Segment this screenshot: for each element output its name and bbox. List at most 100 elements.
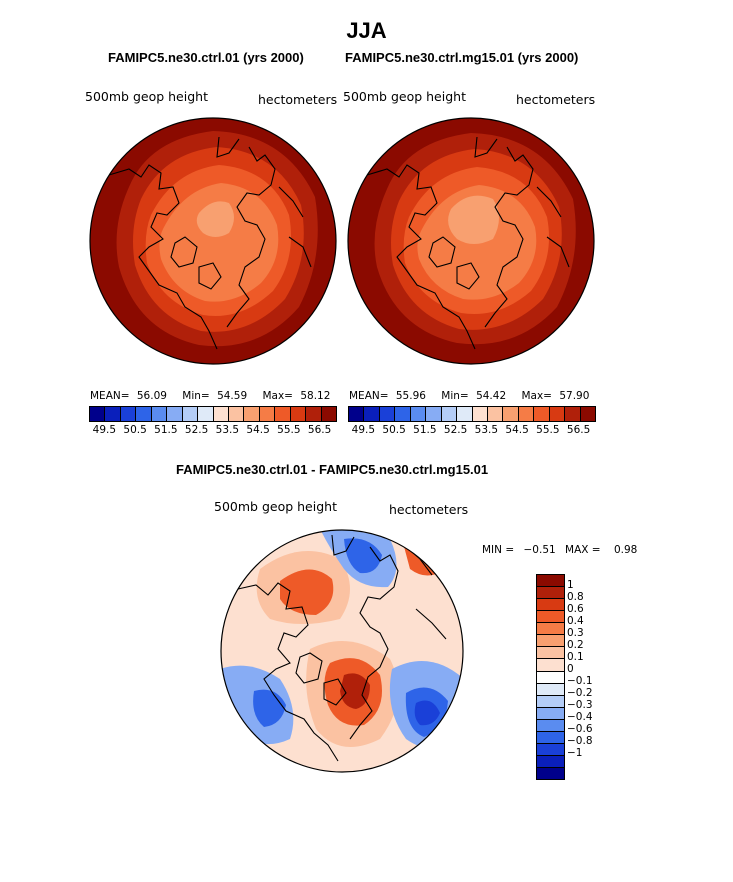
colorbar-tick-label: 49.5 bbox=[351, 424, 376, 436]
panel-1-colorbar bbox=[89, 406, 337, 422]
panel-2-mean-value: 55.96 bbox=[395, 390, 426, 402]
diff-colorbar bbox=[536, 574, 565, 780]
colorbar-tick-label: 51.5 bbox=[413, 424, 437, 436]
colorbar-tick-label: 0.8 bbox=[567, 591, 584, 603]
panel-2-mean-label: MEAN= bbox=[349, 390, 389, 402]
diff-min-value: −0.51 bbox=[523, 544, 556, 556]
colorbar-swatch bbox=[212, 407, 228, 421]
panel-1-mean-value: 56.09 bbox=[136, 390, 167, 402]
colorbar-swatch bbox=[456, 407, 472, 421]
colorbar-swatch bbox=[320, 407, 336, 421]
colorbar-swatch bbox=[564, 407, 580, 421]
colorbar-tick-label: −1 bbox=[567, 747, 583, 759]
colorbar-swatch bbox=[119, 407, 136, 421]
colorbar-swatch bbox=[274, 407, 290, 421]
colorbar-swatch bbox=[150, 407, 167, 421]
colorbar-swatch bbox=[227, 407, 244, 421]
colorbar-tick-label: 0 bbox=[567, 663, 574, 675]
colorbar-swatch bbox=[537, 598, 564, 611]
panel-2-map bbox=[347, 117, 595, 365]
colorbar-swatch bbox=[243, 407, 259, 421]
diff-max-value: 0.98 bbox=[613, 544, 638, 556]
colorbar-swatch bbox=[537, 670, 564, 683]
colorbar-tick-label: 53.5 bbox=[215, 424, 240, 436]
colorbar-tick-label: 53.5 bbox=[474, 424, 499, 436]
diff-units: hectometers bbox=[389, 502, 469, 517]
colorbar-swatch bbox=[537, 754, 564, 767]
colorbar-tick-label: 56.5 bbox=[566, 424, 591, 436]
colorbar-tick-label: 50.5 bbox=[382, 424, 406, 436]
colorbar-swatch bbox=[197, 407, 213, 421]
colorbar-tick-label: −0.4 bbox=[567, 711, 593, 723]
colorbar-swatch bbox=[289, 407, 306, 421]
colorbar-tick-label: 54.5 bbox=[246, 424, 270, 436]
panel-1-units: hectometers bbox=[258, 92, 338, 107]
colorbar-swatch bbox=[537, 658, 564, 671]
colorbar-swatch bbox=[181, 407, 198, 421]
colorbar-tick-label: −0.2 bbox=[567, 687, 593, 699]
colorbar-swatch bbox=[537, 622, 564, 635]
panel-1-variable: 500mb geop height bbox=[85, 89, 208, 104]
panel-2-variable: 500mb geop height bbox=[343, 89, 466, 104]
colorbar-swatch bbox=[548, 407, 565, 421]
panel-1-title: FAMIPC5.ne30.ctrl.01 (yrs 2000) bbox=[108, 50, 304, 65]
colorbar-swatch bbox=[537, 730, 564, 743]
diff-max-label: MAX = bbox=[565, 544, 601, 556]
colorbar-swatch bbox=[537, 682, 564, 695]
colorbar-tick-label: 0.4 bbox=[567, 615, 584, 627]
colorbar-tick-label: 0.3 bbox=[567, 627, 584, 639]
colorbar-swatch bbox=[378, 407, 395, 421]
colorbar-swatch bbox=[425, 407, 441, 421]
colorbar-swatch bbox=[502, 407, 518, 421]
colorbar-swatch bbox=[440, 407, 457, 421]
colorbar-swatch bbox=[166, 407, 182, 421]
panel-2-max-value: 57.90 bbox=[559, 390, 590, 402]
panel-2-colorbar bbox=[348, 406, 596, 422]
panel-1-max-label: Max= bbox=[262, 390, 293, 402]
colorbar-tick-label: −0.8 bbox=[567, 735, 593, 747]
colorbar-tick-label: 52.5 bbox=[184, 424, 209, 436]
colorbar-swatch bbox=[409, 407, 426, 421]
panel-2-min-value: 54.42 bbox=[476, 390, 507, 402]
diff-colorbar-ticks: 1 0.8 0.6 0.4 0.3 0.2 0.1 0 −0.1 −0.2 −0.3 −0.4 −0.6… bbox=[567, 574, 627, 778]
panel-1-max-value: 58.12 bbox=[300, 390, 331, 402]
colorbar-swatch bbox=[537, 718, 564, 731]
colorbar-swatch bbox=[537, 694, 564, 707]
panel-1-min-value: 54.59 bbox=[217, 390, 248, 402]
colorbar-swatch bbox=[486, 407, 503, 421]
colorbar-swatch bbox=[517, 407, 534, 421]
colorbar-tick-label: 56.5 bbox=[307, 424, 332, 436]
colorbar-swatch bbox=[471, 407, 487, 421]
colorbar-swatch bbox=[305, 407, 321, 421]
colorbar-tick-label: 51.5 bbox=[154, 424, 178, 436]
colorbar-swatch bbox=[90, 407, 105, 421]
colorbar-tick-label: 52.5 bbox=[443, 424, 468, 436]
colorbar-swatch bbox=[537, 634, 564, 647]
colorbar-tick-label: 55.5 bbox=[277, 424, 301, 436]
colorbar-tick-label: 1 bbox=[567, 579, 574, 591]
colorbar-swatch bbox=[537, 575, 564, 587]
diff-min-label: MIN = bbox=[482, 544, 515, 556]
colorbar-tick-label: 0.6 bbox=[567, 603, 584, 615]
diff-map bbox=[220, 529, 464, 773]
panel-2-colorbar-ticks: 49.5 50.5 51.5 52.5 53.5 54.5 55.5 56.5 bbox=[348, 424, 594, 438]
panel-1-min-label: Min= bbox=[182, 390, 210, 402]
panel-1-colorbar-ticks: 49.5 50.5 51.5 52.5 53.5 54.5 55.5 56.5 bbox=[89, 424, 335, 438]
colorbar-tick-label: 0.2 bbox=[567, 639, 584, 651]
panel-2-max-label: Max= bbox=[521, 390, 552, 402]
colorbar-swatch bbox=[135, 407, 151, 421]
colorbar-swatch bbox=[394, 407, 410, 421]
colorbar-tick-label: −0.3 bbox=[567, 699, 593, 711]
colorbar-swatch bbox=[537, 646, 564, 659]
colorbar-tick-label: 55.5 bbox=[536, 424, 560, 436]
colorbar-swatch bbox=[104, 407, 120, 421]
panel-2-units: hectometers bbox=[516, 92, 596, 107]
colorbar-tick-label: −0.6 bbox=[567, 723, 593, 735]
panel-2-min-label: Min= bbox=[441, 390, 469, 402]
colorbar-tick-label: 54.5 bbox=[505, 424, 529, 436]
panel-1-mean-label: MEAN= bbox=[90, 390, 130, 402]
colorbar-swatch bbox=[537, 610, 564, 623]
colorbar-swatch bbox=[537, 706, 564, 719]
panel-1-map bbox=[89, 117, 337, 365]
colorbar-swatch bbox=[363, 407, 379, 421]
